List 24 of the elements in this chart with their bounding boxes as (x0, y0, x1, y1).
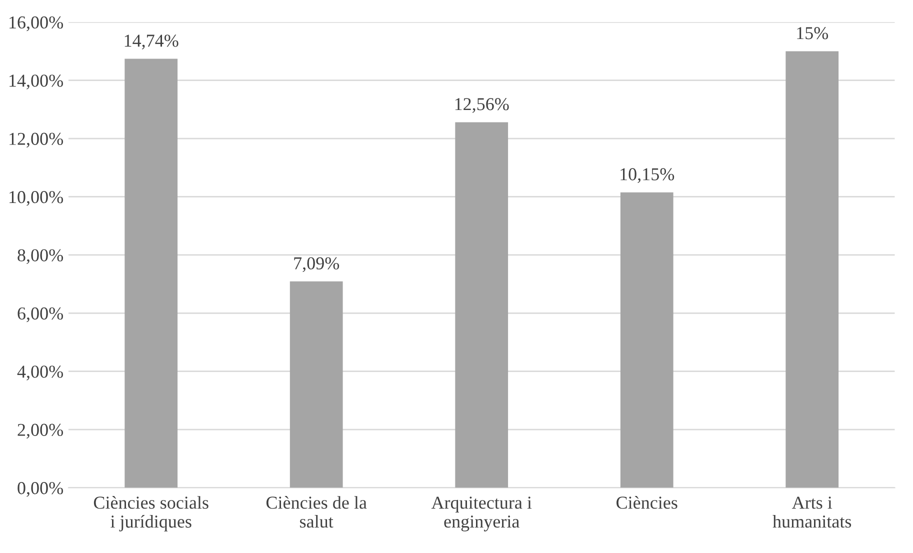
bar (290, 281, 343, 488)
x-tick-label: Arquitectura i enginyeria (431, 496, 532, 532)
y-tick-label: 4,00% (17, 366, 63, 380)
x-tick-label: Arts i humanitats (772, 496, 852, 528)
data-label: 7,09% (294, 257, 340, 272)
y-tick-label: 12,00% (10, 132, 63, 148)
data-label: 14,74% (124, 34, 178, 50)
y-tick-label: 6,00% (18, 307, 63, 322)
bar (455, 122, 508, 488)
bar (124, 58, 178, 488)
data-label: 15% (797, 27, 828, 40)
y-tick-label: 2,00% (18, 424, 63, 439)
data-label: 12,56% (455, 98, 509, 113)
y-tick-label: 8,00% (18, 249, 63, 264)
x-tick-label: Ciències de la salut (266, 496, 367, 528)
y-tick-label: 14,00% (10, 74, 63, 90)
data-label: 10,15% (620, 168, 674, 183)
bar (786, 51, 839, 488)
x-tick-label: Ciències socials i jurídiques (94, 496, 208, 532)
x-tick-label: Ciències (616, 496, 678, 509)
y-tick-label: 0,00% (18, 482, 63, 497)
y-tick-label: 10,00% (10, 190, 63, 206)
bar (620, 192, 674, 488)
y-tick-label: 16,00% (10, 16, 63, 32)
